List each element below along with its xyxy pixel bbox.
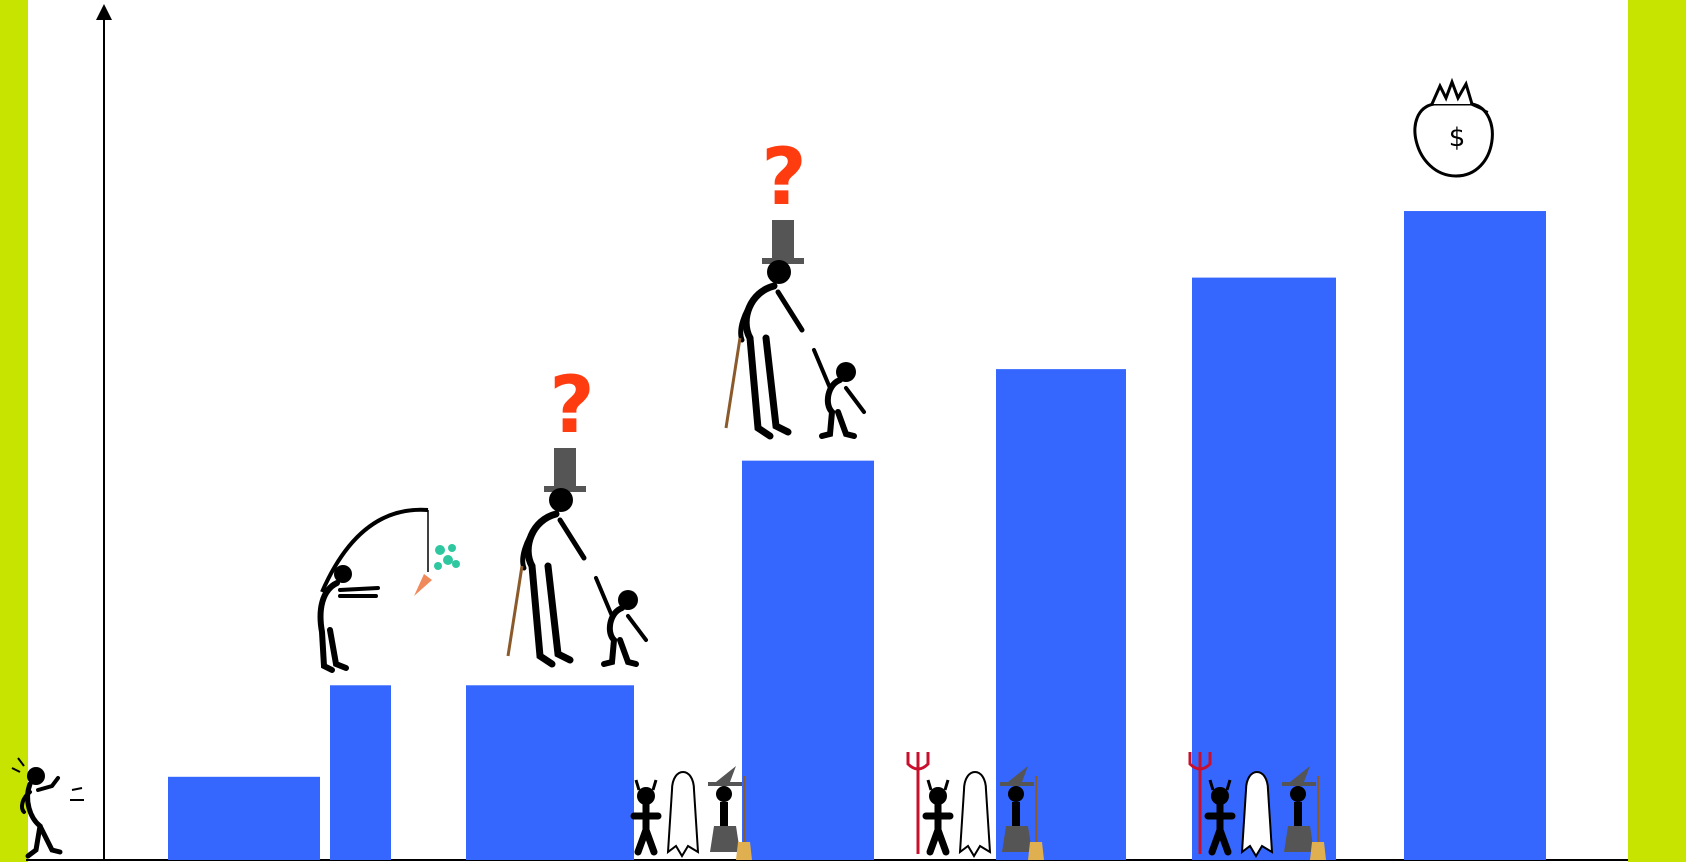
- carrot-icon: [414, 574, 432, 596]
- y-axis-arrow: [96, 4, 112, 20]
- top-hat-man-with-child-icon: [506, 448, 648, 668]
- right-side-stripe: [1628, 0, 1686, 862]
- scared-person-icon: [11, 757, 84, 859]
- bar-1: [168, 776, 320, 860]
- carrot-on-stick-icon: [317, 507, 429, 673]
- bar-6: [1192, 277, 1336, 861]
- carrot-leaves-icon: [434, 544, 460, 570]
- question-mark-2: ?: [761, 133, 806, 223]
- witch-icon: [1000, 766, 1044, 860]
- top-hat-man-with-child-icon: [724, 220, 866, 440]
- witch-icon: [708, 766, 752, 860]
- bar-7: [1404, 211, 1546, 861]
- ghost-icon: [666, 771, 700, 858]
- left-side-stripe: [0, 0, 28, 862]
- ghost-icon: [958, 771, 992, 858]
- halloween-group-2: [906, 752, 1044, 860]
- witch-icon: [1282, 766, 1326, 860]
- halloween-group-3: [1188, 752, 1326, 860]
- bar-2: [330, 685, 391, 860]
- bar-3: [466, 685, 634, 860]
- ghost-icon: [1240, 771, 1274, 858]
- question-mark-1: ?: [549, 361, 594, 451]
- bars-group: [168, 211, 1546, 861]
- bar-4: [742, 460, 874, 860]
- money-bag-icon: $: [1413, 77, 1494, 178]
- money-symbol: $: [1449, 123, 1466, 153]
- devil-icon: [630, 779, 662, 856]
- devil-icon: [922, 779, 954, 856]
- halloween-group-1: [630, 766, 752, 860]
- devil-icon: [1204, 779, 1236, 856]
